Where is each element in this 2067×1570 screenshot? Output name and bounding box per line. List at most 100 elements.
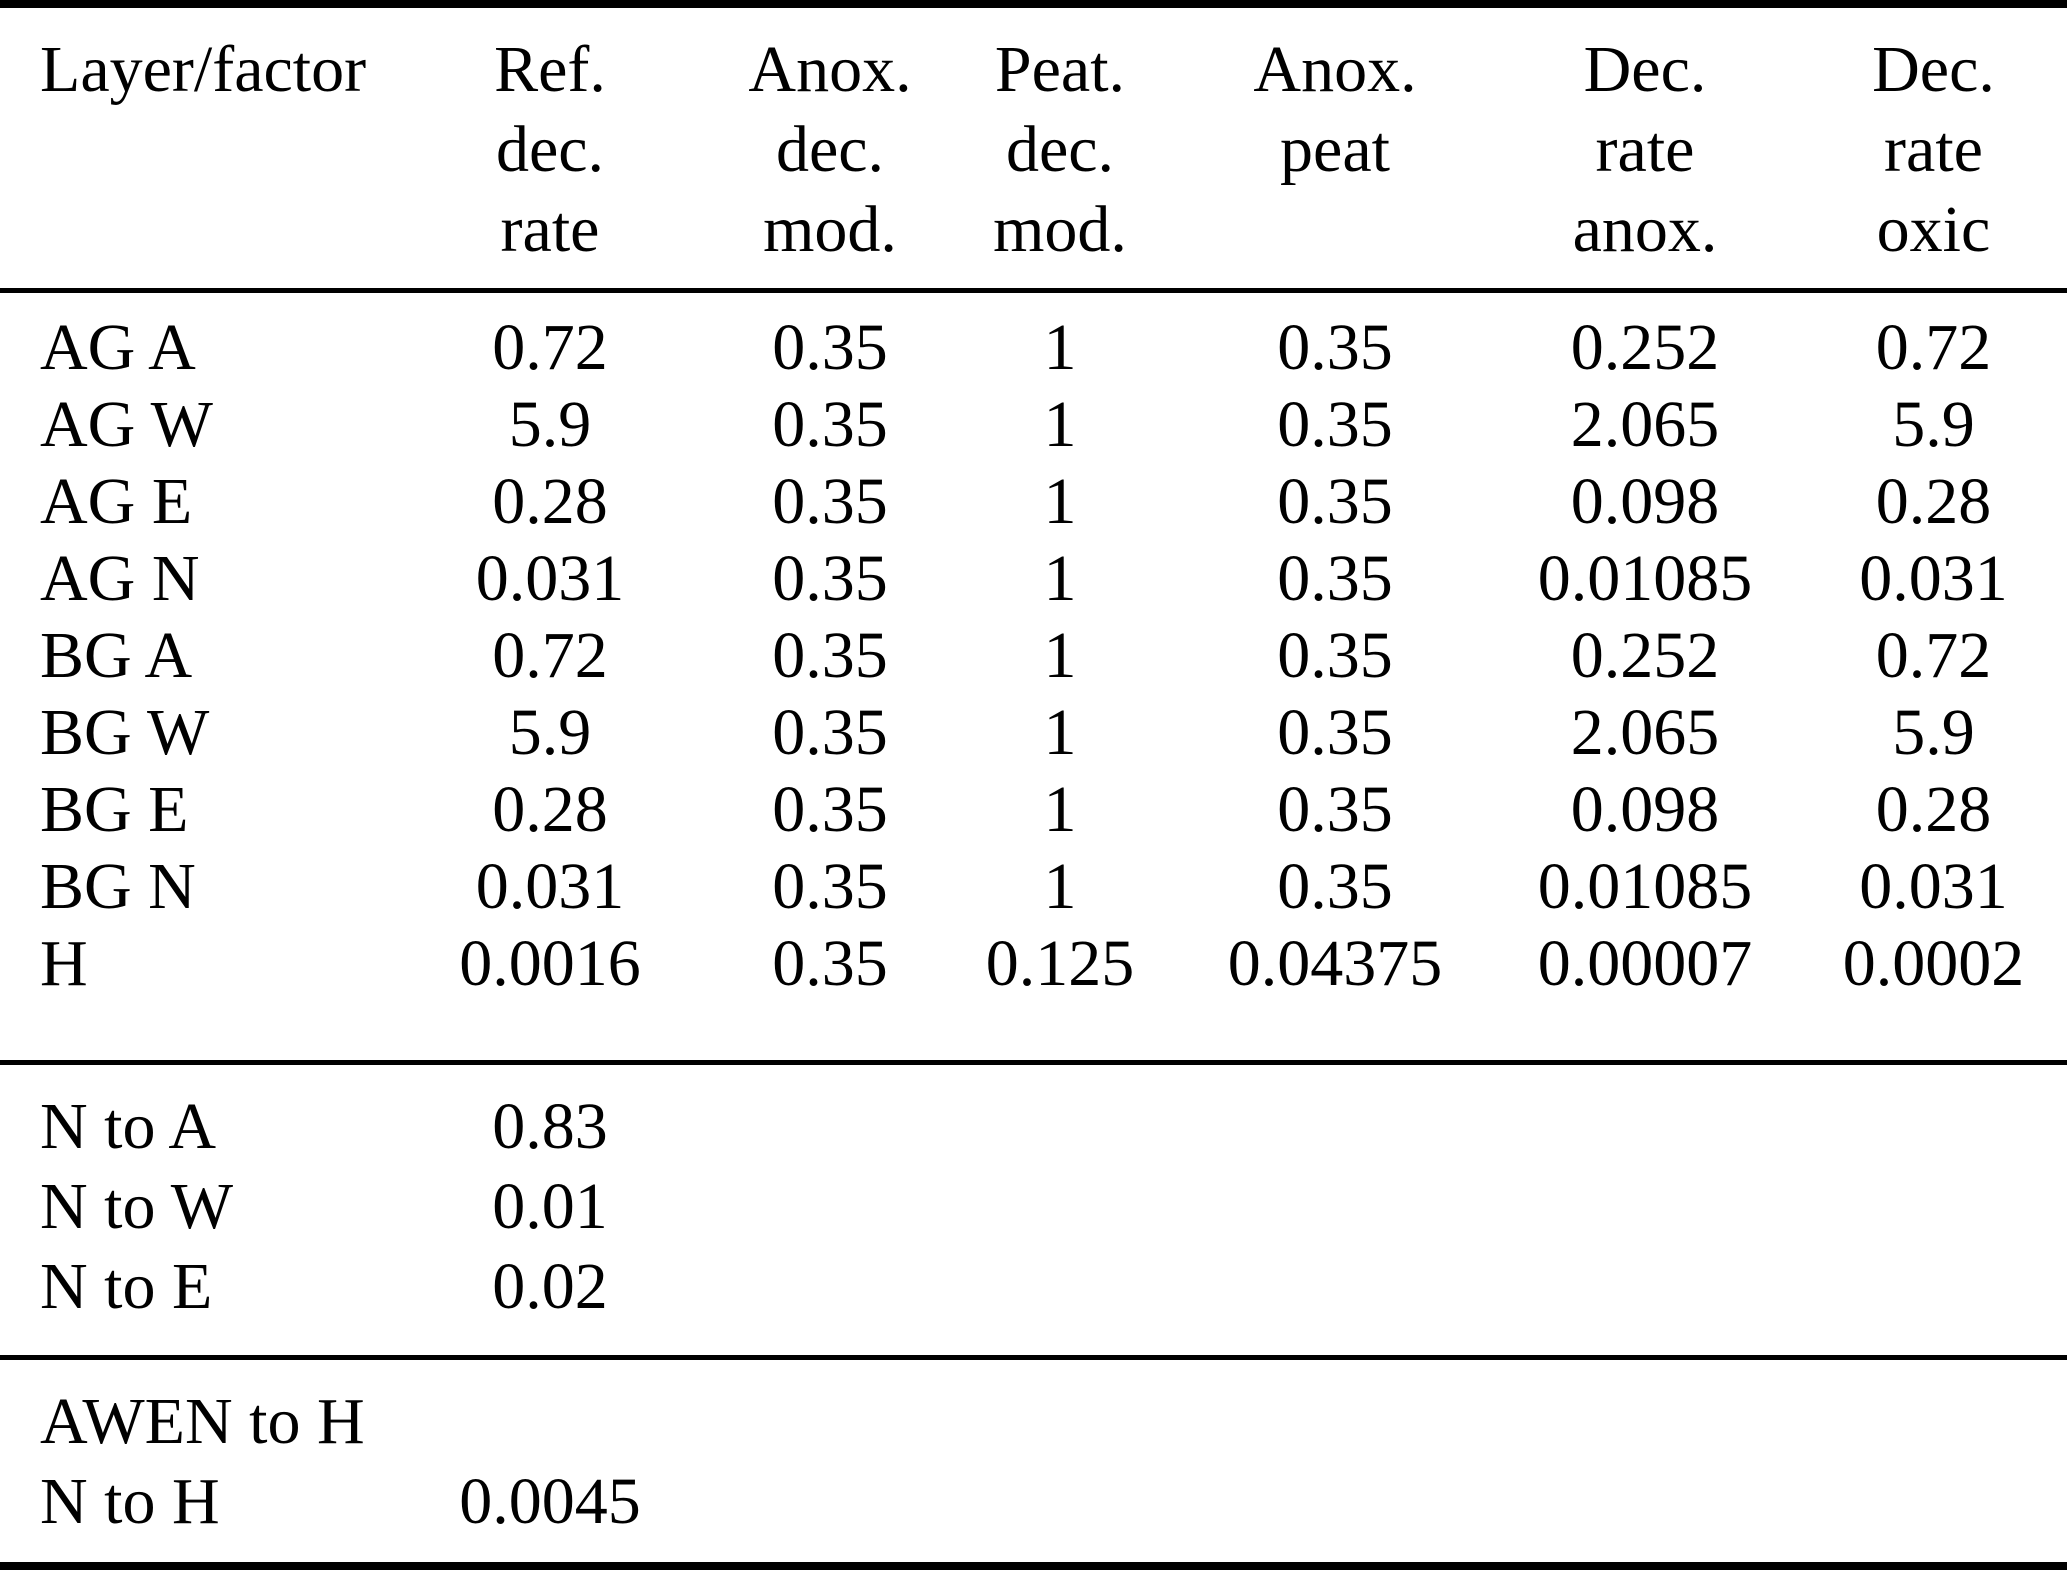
table-rule-under-header — [0, 288, 2067, 293]
cell: 0.35 — [772, 542, 888, 615]
row-label: N to A — [40, 1090, 217, 1163]
cell: 0.252 — [1570, 311, 1720, 384]
table-row: BG N 0.031 0.35 1 0.35 0.01085 0.031 — [0, 848, 2067, 925]
cell: 0.031 — [1859, 850, 2008, 923]
cell: 1 — [1043, 696, 1077, 769]
cell: 1 — [1043, 773, 1077, 846]
cell: 1 — [1043, 465, 1077, 538]
cell: 0.01085 — [1537, 542, 1753, 615]
row-label: BG W — [40, 696, 210, 769]
column-header-anox-dec-mod: Anox. dec. mod. — [748, 33, 912, 266]
cell: 0.35 — [772, 696, 888, 769]
row-label: BG E — [40, 773, 189, 846]
row-label: N to H — [40, 1465, 220, 1538]
cell: 0.00007 — [1537, 927, 1753, 1000]
cell: 1 — [1043, 850, 1077, 923]
column-header-anox-peat: Anox. peat — [1253, 33, 1417, 186]
table-rule-bottom — [0, 1562, 2067, 1570]
cell: 0.72 — [492, 619, 608, 692]
cell: 0.35 — [772, 388, 888, 461]
table-section-h-transfer: AWEN to H N to H 0.0045 — [0, 1360, 2067, 1562]
table-row: N to W 0.01 — [0, 1167, 2067, 1247]
cell: 0.35 — [1277, 388, 1393, 461]
table-row: BG E 0.28 0.35 1 0.35 0.098 0.28 — [0, 771, 2067, 848]
cell: 0.04375 — [1227, 927, 1443, 1000]
cell: 5.9 — [508, 388, 592, 461]
cell: 0.031 — [475, 850, 625, 923]
cell: 0.35 — [772, 619, 888, 692]
cell: 5.9 — [508, 696, 592, 769]
row-label: N to W — [40, 1170, 234, 1243]
cell: 0.031 — [475, 542, 625, 615]
cell: 0.0002 — [1842, 927, 2025, 1000]
cell: 1 — [1043, 311, 1077, 384]
table-row: AG A 0.72 0.35 1 0.35 0.252 0.72 — [0, 309, 2067, 386]
table-row: AG N 0.031 0.35 1 0.35 0.01085 0.031 — [0, 540, 2067, 617]
cell: 0.35 — [772, 465, 888, 538]
table-row: H 0.0016 0.35 0.125 0.04375 0.00007 0.00… — [0, 925, 2067, 1002]
cell: 0.72 — [492, 311, 608, 384]
cell: 0.35 — [1277, 542, 1393, 615]
cell: 0.35 — [772, 927, 888, 1000]
cell: 1 — [1043, 619, 1077, 692]
table-row: N to E 0.02 — [0, 1247, 2067, 1327]
row-label: N to E — [40, 1250, 213, 1323]
table-section-layers: AG A 0.72 0.35 1 0.35 0.252 0.72 AG W 5.… — [0, 293, 2067, 1060]
cell: 0.72 — [1875, 311, 1992, 384]
cell: 0.28 — [492, 773, 608, 846]
table-rule-top — [0, 0, 2067, 8]
cell: 0.35 — [1277, 311, 1393, 384]
cell: 0.72 — [1875, 619, 1992, 692]
table-section-n-transfer: N to A 0.83 N to W 0.01 N to E 0.02 — [0, 1065, 2067, 1355]
table-row: AG W 5.9 0.35 1 0.35 2.065 5.9 — [0, 386, 2067, 463]
row-label: AG A — [40, 311, 196, 384]
cell: 0.35 — [772, 850, 888, 923]
column-header-dec-rate-anox: Dec. rate anox. — [1572, 33, 1718, 266]
cell: 0.01085 — [1537, 850, 1753, 923]
cell: 0.031 — [1859, 542, 2008, 615]
table-row: BG W 5.9 0.35 1 0.35 2.065 5.9 — [0, 694, 2067, 771]
cell: 0.35 — [772, 311, 888, 384]
cell: 0.01 — [492, 1170, 608, 1243]
row-label: AG E — [40, 465, 193, 538]
row-label: AWEN to H — [40, 1385, 365, 1458]
cell: 0.098 — [1570, 465, 1720, 538]
cell: 0.35 — [1277, 465, 1393, 538]
cell: 0.0045 — [459, 1465, 641, 1538]
cell: 0.0016 — [459, 927, 641, 1000]
cell: 2.065 — [1570, 696, 1720, 769]
row-label: BG N — [40, 850, 196, 923]
cell: 1 — [1043, 388, 1077, 461]
cell: 0.252 — [1570, 619, 1720, 692]
column-header-peat-dec-mod: Peat. dec. mod. — [993, 33, 1127, 266]
cell: 0.35 — [1277, 619, 1393, 692]
cell: 0.35 — [1277, 850, 1393, 923]
column-header-ref-dec-rate: Ref. dec. rate — [494, 33, 606, 266]
row-label: AG W — [40, 388, 213, 461]
cell: 2.065 — [1570, 388, 1720, 461]
table-header-row: Layer/factor Ref. dec. rate Anox. dec. m… — [0, 8, 2067, 288]
cell: 0.098 — [1570, 773, 1720, 846]
row-label: AG N — [40, 542, 200, 615]
table-rule-section-divider-1 — [0, 1060, 2067, 1065]
cell: 1 — [1043, 542, 1077, 615]
cell: 5.9 — [1892, 696, 1975, 769]
cell: 0.83 — [492, 1090, 608, 1163]
column-header-dec-rate-oxic: Dec. rate oxic — [1872, 33, 1995, 266]
cell: 0.28 — [1875, 773, 1992, 846]
row-label: H — [40, 927, 88, 1000]
table-row: N to H 0.0045 — [0, 1462, 2067, 1542]
table-row: N to A 0.83 — [0, 1087, 2067, 1167]
cell: 0.125 — [985, 927, 1135, 1000]
cell: 0.28 — [1875, 465, 1992, 538]
table-row: BG A 0.72 0.35 1 0.35 0.252 0.72 — [0, 617, 2067, 694]
cell: 5.9 — [1892, 388, 1975, 461]
cell: 0.35 — [1277, 773, 1393, 846]
cell: 0.28 — [492, 465, 608, 538]
table-row: AG E 0.28 0.35 1 0.35 0.098 0.28 — [0, 463, 2067, 540]
column-header-layer-factor: Layer/factor — [40, 33, 367, 106]
cell: 0.35 — [772, 773, 888, 846]
table-rule-section-divider-2 — [0, 1355, 2067, 1360]
table-row: AWEN to H — [0, 1382, 2067, 1462]
